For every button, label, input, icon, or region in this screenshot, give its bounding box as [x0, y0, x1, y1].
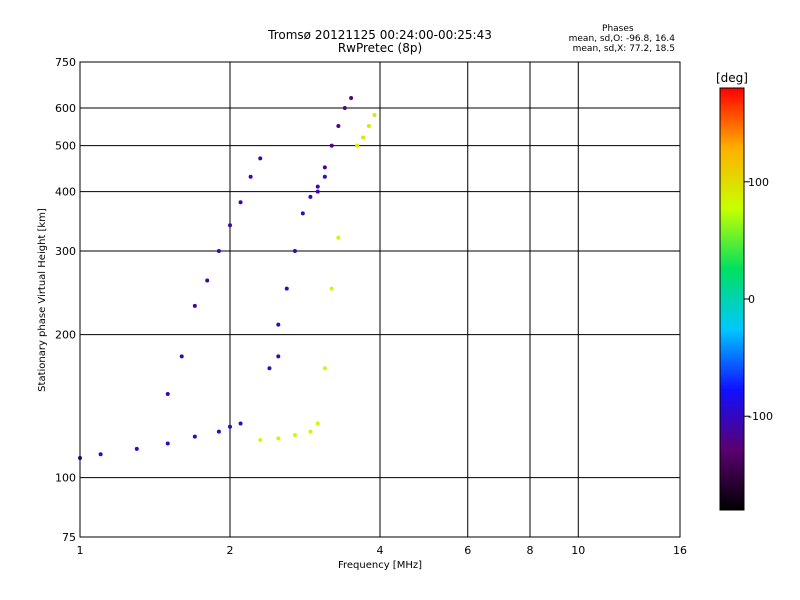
data-point [248, 174, 253, 179]
axis-ticks: 1 2 4 6 8 10 16 75 100 200 300 400 500 600 750 [55, 56, 687, 557]
colorbar-tick-label: -100 [748, 410, 773, 423]
colorbar-tick-label: 100 [748, 176, 769, 189]
plot-frame [79, 61, 681, 538]
data-point [134, 446, 139, 451]
data-point [315, 184, 320, 189]
data-point [361, 135, 366, 140]
data-point [267, 366, 272, 371]
data-point [322, 366, 327, 371]
data-point [329, 286, 334, 291]
y-tick-label: 300 [55, 245, 76, 258]
data-point [216, 429, 221, 434]
y-tick-label: 100 [55, 472, 76, 485]
phase-stats-title: Phases [602, 24, 634, 34]
data-point [355, 143, 360, 148]
data-point [98, 452, 103, 457]
data-point [292, 249, 297, 254]
data-point [258, 156, 263, 161]
y-tick-label: 750 [55, 56, 76, 69]
data-point [276, 354, 281, 359]
data-point [165, 392, 170, 397]
data-point [228, 223, 232, 228]
x-tick-label: 8 [527, 544, 534, 557]
data-point [238, 421, 243, 426]
data-point [179, 354, 184, 359]
y-tick-label: 500 [55, 140, 76, 153]
x-axis-label: Frequency [MHz] [338, 560, 422, 571]
data-point [308, 429, 313, 434]
colorbar-tick-label: 0 [748, 293, 755, 306]
phase-stats-x: mean, sd,X: 77.2, 18.5 [572, 44, 675, 54]
data-point [329, 143, 334, 148]
data-point [276, 436, 281, 441]
data-point [308, 194, 313, 199]
data-point [315, 189, 320, 194]
data-points [78, 95, 377, 460]
chart-title: Tromsø 20121125 00:24:00-00:25:43 [268, 28, 492, 42]
y-tick-label: 600 [55, 102, 76, 115]
y-axis-label: Stationary phase Virtual Height [km] [37, 208, 48, 392]
colorbar [719, 87, 745, 511]
data-point [366, 123, 371, 128]
data-point [205, 278, 210, 283]
phase-stats-panel: Phases mean, sd,O: -96.8, 16.4 mean, sd,… [569, 24, 675, 54]
y-tick-label: 200 [55, 329, 76, 342]
x-tick-label: 16 [673, 544, 687, 557]
x-tick-label: 6 [464, 544, 471, 557]
grid-lines [79, 61, 681, 538]
data-point [192, 303, 197, 308]
data-point [315, 421, 320, 426]
y-tick-label: 75 [62, 531, 76, 544]
data-point [276, 322, 281, 327]
data-point [258, 438, 263, 443]
x-tick-label: 1 [77, 544, 84, 557]
data-point [284, 286, 289, 291]
chart-subtitle: RwPretec (8p) [337, 41, 423, 55]
data-point [228, 424, 232, 429]
data-point [342, 106, 347, 111]
data-point [292, 432, 297, 437]
data-point [322, 165, 327, 170]
colorbar-ticks: 100 0 -100 [744, 176, 773, 423]
colorbar-label: [deg] [716, 71, 748, 85]
phase-stats-o: mean, sd,O: -96.8, 16.4 [568, 34, 675, 44]
x-tick-label: 2 [227, 544, 234, 557]
data-point [349, 95, 354, 100]
x-tick-label: 4 [377, 544, 384, 557]
data-point [216, 249, 221, 254]
data-point [300, 211, 305, 216]
data-point [238, 200, 243, 205]
y-tick-label: 400 [55, 186, 76, 199]
data-point [336, 123, 341, 128]
x-tick-label: 10 [571, 544, 585, 557]
data-point [372, 113, 377, 118]
data-point [322, 174, 327, 179]
data-point [192, 434, 197, 439]
data-point [336, 235, 341, 240]
data-point [165, 441, 170, 446]
